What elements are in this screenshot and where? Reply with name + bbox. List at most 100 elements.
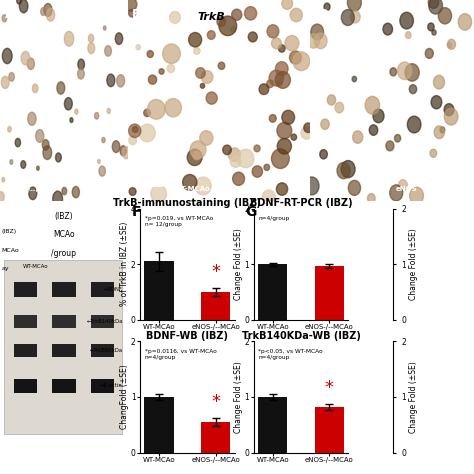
Circle shape — [304, 177, 319, 195]
Text: ←β-actin: ←β-actin — [100, 383, 123, 388]
Circle shape — [320, 150, 328, 159]
Circle shape — [129, 188, 136, 195]
Circle shape — [189, 33, 201, 47]
Circle shape — [218, 62, 225, 69]
Circle shape — [78, 59, 84, 70]
Bar — [144, 397, 173, 453]
Circle shape — [200, 131, 213, 146]
Circle shape — [70, 118, 73, 122]
Text: eNOS: eNOS — [395, 186, 417, 192]
FancyBboxPatch shape — [14, 345, 37, 357]
Circle shape — [88, 34, 94, 43]
Circle shape — [75, 109, 78, 114]
Circle shape — [405, 32, 411, 38]
Y-axis label: Change Fold (±SE): Change Fold (±SE) — [234, 361, 243, 433]
Circle shape — [337, 163, 350, 179]
Circle shape — [182, 174, 197, 190]
Circle shape — [165, 99, 182, 117]
Text: D: D — [319, 8, 329, 21]
Circle shape — [148, 75, 157, 84]
Circle shape — [290, 51, 301, 64]
Circle shape — [103, 26, 106, 30]
FancyBboxPatch shape — [91, 315, 114, 328]
Circle shape — [2, 48, 12, 64]
Text: *: * — [211, 263, 220, 281]
Circle shape — [42, 139, 49, 150]
Circle shape — [405, 64, 419, 81]
Circle shape — [0, 191, 4, 202]
Circle shape — [78, 69, 84, 79]
Y-axis label: ChangFold (±SE): ChangFold (±SE) — [120, 365, 129, 429]
Circle shape — [132, 127, 138, 133]
Circle shape — [95, 112, 99, 119]
FancyBboxPatch shape — [91, 345, 114, 357]
Text: F: F — [132, 205, 141, 219]
Circle shape — [147, 100, 165, 119]
Circle shape — [99, 166, 105, 176]
Circle shape — [434, 126, 445, 138]
Circle shape — [438, 8, 452, 24]
Text: A: A — [5, 8, 15, 21]
Circle shape — [36, 129, 44, 142]
Circle shape — [428, 0, 443, 14]
Circle shape — [433, 75, 445, 89]
FancyBboxPatch shape — [91, 379, 114, 392]
Circle shape — [233, 172, 245, 185]
Circle shape — [43, 146, 52, 160]
Text: *p=0.019, vs WT-MCAo
n= 12/group: *p=0.019, vs WT-MCAo n= 12/group — [145, 216, 213, 227]
Circle shape — [57, 82, 65, 94]
Text: WT-MCAo: WT-MCAo — [23, 264, 49, 269]
Text: *p=0.0116, vs WT-MCAo
n=4/group: *p=0.0116, vs WT-MCAo n=4/group — [145, 349, 216, 360]
Circle shape — [262, 190, 275, 205]
Bar — [315, 407, 344, 453]
Circle shape — [41, 8, 46, 16]
Circle shape — [394, 135, 401, 142]
Circle shape — [237, 149, 254, 168]
Circle shape — [196, 68, 205, 78]
Circle shape — [2, 177, 5, 182]
Text: n=4/group: n=4/group — [258, 216, 290, 221]
Circle shape — [9, 73, 14, 81]
Circle shape — [112, 141, 120, 153]
Circle shape — [1, 76, 9, 89]
Circle shape — [308, 34, 319, 48]
Circle shape — [151, 185, 166, 202]
Circle shape — [72, 186, 80, 198]
Circle shape — [207, 31, 215, 39]
Circle shape — [21, 51, 30, 65]
Circle shape — [341, 9, 354, 26]
Circle shape — [275, 62, 288, 76]
Circle shape — [373, 109, 384, 123]
Circle shape — [139, 124, 155, 142]
Circle shape — [398, 62, 412, 80]
Y-axis label: Change Fold (±SE): Change Fold (±SE) — [409, 361, 418, 433]
Circle shape — [167, 64, 174, 73]
Circle shape — [267, 80, 273, 88]
Circle shape — [252, 166, 263, 177]
Circle shape — [264, 164, 270, 171]
Text: WT-MCAo: WT-MCAo — [173, 186, 210, 192]
Title: BDNF-WB (IBZ): BDNF-WB (IBZ) — [146, 330, 228, 340]
Circle shape — [217, 17, 226, 27]
Circle shape — [232, 9, 242, 20]
Circle shape — [19, 0, 28, 13]
Circle shape — [444, 104, 454, 116]
Circle shape — [195, 177, 211, 195]
Text: G: G — [246, 205, 257, 219]
Circle shape — [122, 146, 130, 159]
Circle shape — [277, 138, 292, 154]
Circle shape — [53, 191, 63, 207]
Circle shape — [410, 187, 423, 204]
Circle shape — [272, 38, 282, 49]
Circle shape — [348, 180, 361, 195]
Y-axis label: % of TrkB in IBZ (±SE): % of TrkB in IBZ (±SE) — [120, 222, 129, 307]
Circle shape — [55, 153, 61, 162]
FancyBboxPatch shape — [53, 379, 75, 392]
Circle shape — [46, 9, 55, 21]
Circle shape — [267, 25, 279, 38]
Circle shape — [301, 127, 312, 139]
Bar — [258, 264, 287, 320]
FancyBboxPatch shape — [53, 345, 75, 357]
Text: B: B — [132, 8, 141, 21]
Circle shape — [206, 92, 217, 104]
